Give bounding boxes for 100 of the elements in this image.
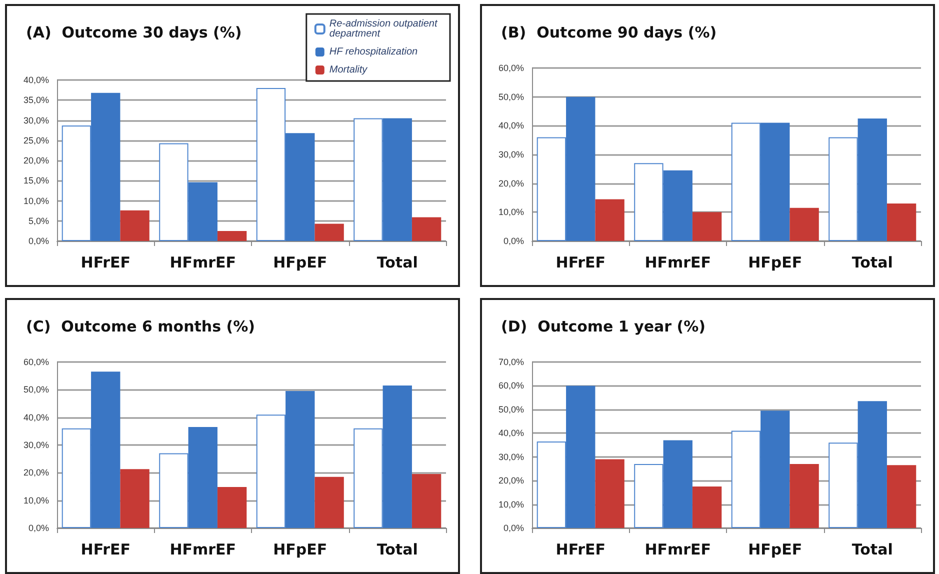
bar: [217, 230, 247, 241]
y-tick-label: 20,0%: [498, 178, 524, 188]
bar: [286, 391, 315, 528]
y-tick-label: 30,0%: [498, 452, 524, 462]
x-tick-label: HFrEF: [80, 540, 130, 558]
x-tick-label: Total: [852, 254, 893, 272]
bar: [159, 453, 188, 528]
bar: [120, 210, 150, 241]
bar: [663, 170, 692, 241]
bar: [354, 428, 383, 528]
x-tick-label: HFpEF: [273, 540, 328, 558]
x-tick-label: HFpEF: [273, 254, 328, 272]
y-tick-label: 0,0%: [28, 523, 49, 533]
bar: [760, 410, 790, 528]
y-tick-label: 30,0%: [23, 440, 49, 450]
y-tick-label: 40,0%: [498, 120, 524, 131]
bar: [382, 386, 412, 528]
bar: [566, 386, 596, 528]
bar: [692, 486, 722, 528]
bar: [536, 441, 566, 528]
y-tick-label: 10,0%: [23, 495, 49, 506]
bar: [91, 372, 120, 528]
bar: [256, 88, 286, 241]
y-tick-label: 10,0%: [498, 207, 524, 218]
y-tick-label: 0,0%: [503, 523, 524, 533]
bar: [790, 208, 819, 241]
y-tick-label: 40,0%: [23, 75, 49, 85]
y-tick-label: 50,0%: [23, 384, 49, 395]
x-tick-label: HFrEF: [556, 540, 606, 558]
x-tick-label: Total: [376, 540, 418, 558]
x-tick-label: HFpEF: [748, 540, 802, 558]
y-tick-label: 30,0%: [23, 115, 49, 126]
bar: [217, 487, 247, 528]
bar: [595, 199, 624, 241]
y-tick-label: 20,0%: [23, 468, 49, 478]
y-tick-label: 10,0%: [498, 499, 524, 510]
bar: [858, 401, 887, 528]
bar: [62, 125, 92, 241]
chart-title: (A) Outcome 30 days (%): [26, 24, 242, 42]
legend-label: HF rehospitalization: [329, 46, 418, 58]
bar: [159, 143, 188, 241]
y-tick-label: 35,0%: [23, 95, 49, 106]
y-tick-label: 20,0%: [23, 156, 49, 166]
y-tick-label: 5,0%: [28, 216, 49, 226]
y-tick-label: 60,0%: [498, 63, 524, 73]
bar: [731, 122, 761, 241]
bar: [886, 204, 916, 241]
bar: [790, 464, 819, 528]
x-tick-label: HFrEF: [80, 254, 130, 272]
bar: [828, 442, 858, 528]
y-tick-label: 15,0%: [23, 176, 49, 186]
x-tick-label: HFmrEF: [644, 254, 712, 272]
chart-title: (C) Outcome 6 months (%): [26, 318, 255, 336]
legend-label: Mortality: [329, 64, 368, 76]
y-tick-label: 0,0%: [28, 236, 49, 246]
y-tick-label: 20,0%: [498, 476, 524, 486]
y-tick-label: 50,0%: [498, 404, 524, 414]
y-tick-label: 10,0%: [23, 196, 49, 206]
y-tick-label: 60,0%: [498, 380, 524, 391]
chart-title: (B) Outcome 90 days (%): [501, 24, 717, 42]
x-tick-label: HFmrEF: [170, 254, 236, 272]
y-tick-label: 30,0%: [498, 150, 524, 160]
legend-label: Re-admission outpatient department: [329, 18, 440, 40]
x-tick-label: HFmrEF: [170, 540, 236, 558]
bar: [595, 459, 624, 528]
y-tick-label: 0,0%: [503, 236, 524, 246]
bar: [188, 427, 218, 528]
bar: [760, 122, 790, 241]
bar: [412, 474, 442, 528]
bar: [120, 469, 150, 528]
y-tick-label: 40,0%: [23, 412, 49, 422]
y-tick-label: 40,0%: [498, 428, 524, 438]
bar: [731, 430, 761, 528]
bar: [663, 440, 692, 528]
bar: [314, 476, 344, 528]
y-tick-label: 25,0%: [23, 135, 49, 146]
bar: [536, 137, 566, 241]
bar: [91, 92, 120, 241]
bar: [382, 118, 412, 241]
y-tick-label: 70,0%: [498, 357, 524, 367]
x-tick-label: Total: [376, 254, 418, 272]
x-tick-label: HFrEF: [556, 254, 606, 272]
x-tick-label: Total: [852, 540, 893, 558]
bar: [858, 118, 887, 241]
y-tick-label: 50,0%: [498, 92, 524, 102]
bar: [354, 118, 383, 241]
chart-title: (D) Outcome 1 year (%): [501, 318, 706, 336]
bar: [256, 414, 286, 528]
x-tick-label: HFmrEF: [644, 540, 712, 558]
bar: [412, 217, 442, 241]
bar: [886, 465, 916, 528]
y-tick-label: 60,0%: [23, 357, 49, 367]
bar: [314, 224, 344, 241]
x-tick-label: HFpEF: [748, 254, 802, 272]
bar: [566, 96, 596, 241]
bar: [692, 212, 722, 241]
bar: [62, 428, 92, 528]
bar: [634, 163, 664, 241]
bar: [828, 137, 858, 241]
bar: [634, 464, 664, 528]
